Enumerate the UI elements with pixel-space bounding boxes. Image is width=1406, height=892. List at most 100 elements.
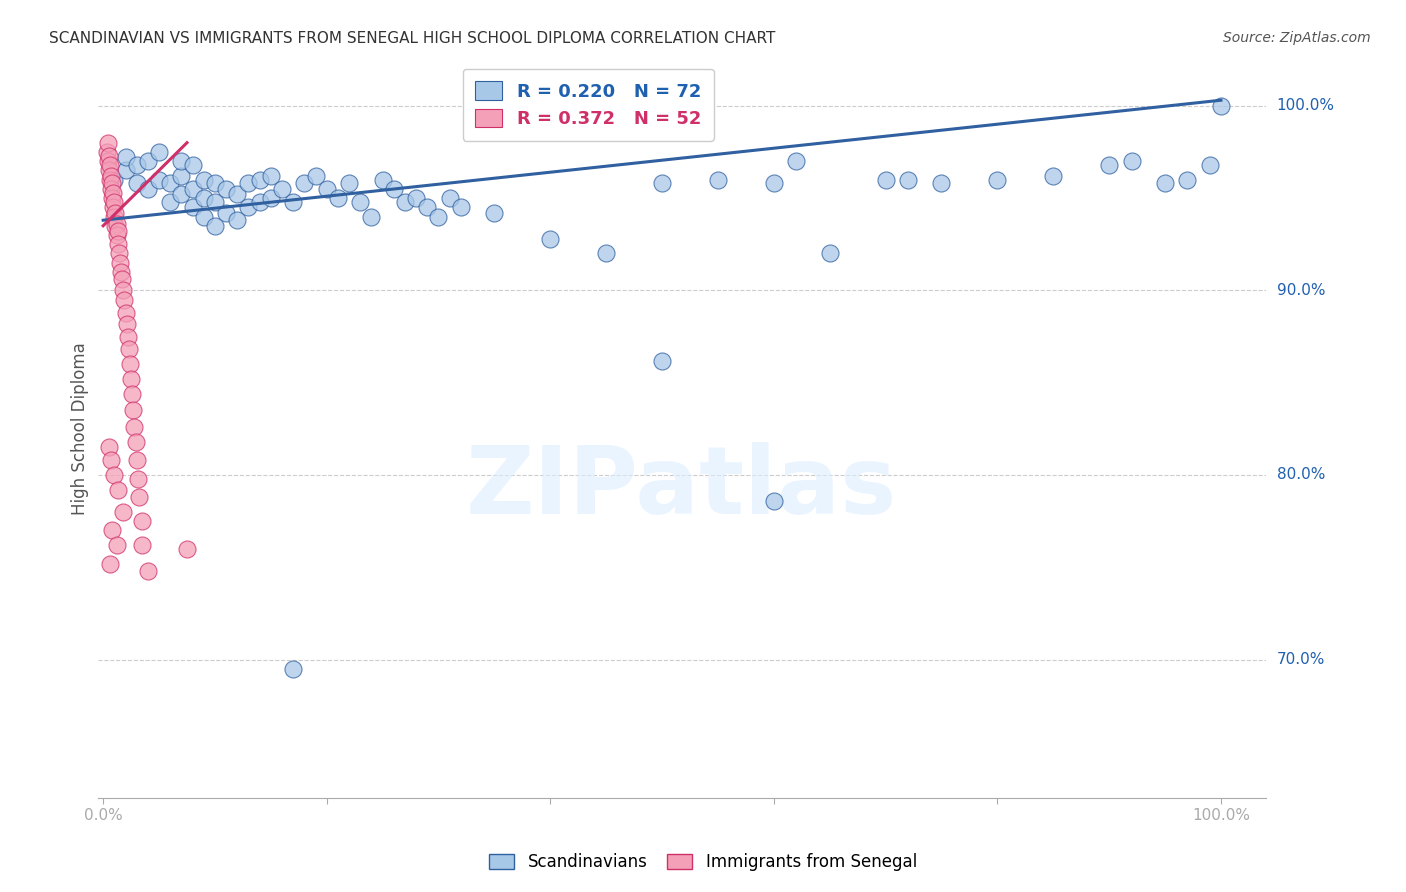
Point bbox=[394, 194, 416, 209]
Point bbox=[115, 317, 138, 331]
Point bbox=[103, 186, 125, 200]
Point bbox=[785, 154, 807, 169]
Point bbox=[249, 194, 271, 209]
Point bbox=[108, 246, 131, 260]
Point bbox=[159, 176, 181, 190]
Point bbox=[818, 246, 841, 260]
Point bbox=[124, 434, 146, 449]
Text: 100.0%: 100.0% bbox=[1277, 98, 1334, 113]
Point bbox=[595, 246, 617, 260]
Text: 70.0%: 70.0% bbox=[1277, 652, 1324, 667]
Point bbox=[97, 148, 120, 162]
Point bbox=[114, 163, 136, 178]
Point bbox=[100, 182, 122, 196]
Point bbox=[360, 210, 382, 224]
Point bbox=[176, 541, 198, 556]
Point bbox=[226, 213, 249, 227]
Point bbox=[897, 172, 920, 186]
Point bbox=[931, 176, 953, 190]
Point bbox=[226, 187, 249, 202]
Point bbox=[271, 182, 294, 196]
Point bbox=[110, 265, 132, 279]
Point bbox=[103, 467, 125, 482]
Point bbox=[349, 194, 371, 209]
Point bbox=[170, 169, 193, 183]
Point bbox=[405, 191, 427, 205]
Point bbox=[181, 182, 204, 196]
Point bbox=[97, 154, 120, 169]
Point bbox=[136, 182, 159, 196]
Legend: Scandinavians, Immigrants from Senegal: Scandinavians, Immigrants from Senegal bbox=[481, 845, 925, 880]
Point bbox=[118, 357, 141, 371]
Text: Source: ZipAtlas.com: Source: ZipAtlas.com bbox=[1223, 31, 1371, 45]
Point bbox=[427, 210, 450, 224]
Point bbox=[651, 176, 673, 190]
Legend: R = 0.220   N = 72, R = 0.372   N = 52: R = 0.220 N = 72, R = 0.372 N = 52 bbox=[463, 69, 714, 141]
Point bbox=[121, 386, 143, 401]
Point bbox=[159, 194, 181, 209]
Point bbox=[103, 210, 125, 224]
Point bbox=[105, 217, 128, 231]
Point bbox=[249, 172, 271, 186]
Point bbox=[450, 200, 472, 214]
Point bbox=[114, 305, 136, 319]
Point bbox=[131, 514, 153, 528]
Point bbox=[1121, 154, 1143, 169]
Point bbox=[204, 194, 226, 209]
Point bbox=[337, 176, 360, 190]
Point bbox=[215, 206, 238, 220]
Point bbox=[148, 172, 170, 186]
Point bbox=[112, 505, 135, 519]
Point bbox=[114, 151, 136, 165]
Point bbox=[97, 163, 120, 178]
Point bbox=[120, 372, 142, 386]
Point bbox=[326, 191, 349, 205]
Point bbox=[204, 176, 226, 190]
Point bbox=[238, 176, 260, 190]
Point bbox=[122, 403, 145, 417]
Point bbox=[292, 176, 315, 190]
Point bbox=[260, 191, 283, 205]
Point bbox=[127, 472, 149, 486]
Point bbox=[762, 176, 785, 190]
Point bbox=[103, 200, 125, 214]
Point bbox=[96, 145, 118, 159]
Point bbox=[315, 182, 337, 196]
Point bbox=[762, 493, 785, 508]
Point bbox=[104, 206, 127, 220]
Point bbox=[98, 158, 121, 172]
Point bbox=[125, 453, 148, 467]
Point bbox=[484, 206, 506, 220]
Point bbox=[107, 237, 129, 252]
Point bbox=[107, 224, 129, 238]
Point bbox=[100, 453, 122, 467]
Point bbox=[117, 329, 139, 343]
Point bbox=[136, 564, 159, 578]
Point bbox=[101, 524, 124, 538]
Point bbox=[105, 538, 128, 552]
Point bbox=[382, 182, 405, 196]
Point bbox=[1154, 176, 1177, 190]
Point bbox=[112, 293, 135, 307]
Point bbox=[304, 169, 326, 183]
Point bbox=[100, 169, 122, 183]
Point bbox=[181, 200, 204, 214]
Point bbox=[97, 440, 120, 454]
Point bbox=[538, 232, 561, 246]
Point bbox=[148, 145, 170, 159]
Point bbox=[1209, 99, 1232, 113]
Point bbox=[651, 353, 673, 368]
Point bbox=[136, 154, 159, 169]
Point bbox=[97, 136, 120, 150]
Point bbox=[283, 662, 305, 676]
Point bbox=[875, 172, 897, 186]
Point bbox=[371, 172, 394, 186]
Point bbox=[193, 210, 215, 224]
Point bbox=[1198, 158, 1220, 172]
Point bbox=[112, 284, 135, 298]
Point bbox=[193, 172, 215, 186]
Point bbox=[283, 194, 305, 209]
Point bbox=[128, 490, 150, 504]
Point bbox=[118, 343, 141, 357]
Point bbox=[124, 420, 146, 434]
